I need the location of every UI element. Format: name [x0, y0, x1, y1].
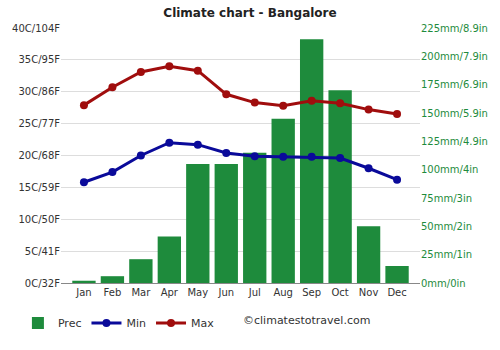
svg-text:Jan: Jan [75, 287, 91, 298]
svg-text:75mm/3in: 75mm/3in [421, 193, 472, 204]
svg-text:5C/41F: 5C/41F [25, 246, 60, 257]
svg-text:0C/32F: 0C/32F [25, 278, 60, 289]
svg-text:Dec: Dec [387, 287, 406, 298]
svg-text:200mm/7.9in: 200mm/7.9in [421, 51, 488, 62]
svg-text:Oct: Oct [331, 287, 348, 298]
svg-text:175mm/6.9in: 175mm/6.9in [421, 79, 488, 90]
svg-text:225mm/8.9in: 225mm/8.9in [421, 23, 488, 34]
svg-text:50mm/2in: 50mm/2in [421, 221, 472, 232]
svg-text:Nov: Nov [359, 287, 379, 298]
svg-text:35C/95F: 35C/95F [18, 54, 60, 65]
svg-text:May: May [187, 287, 208, 298]
svg-text:Aug: Aug [273, 287, 293, 298]
svg-text:Prec: Prec [58, 317, 82, 330]
svg-text:Sep: Sep [302, 287, 321, 298]
svg-text:125mm/4.9in: 125mm/4.9in [421, 136, 488, 147]
svg-text:Jun: Jun [217, 287, 234, 298]
svg-text:25C/77F: 25C/77F [18, 118, 60, 129]
svg-text:100mm/4in: 100mm/4in [421, 164, 478, 175]
svg-text:Feb: Feb [104, 287, 122, 298]
svg-text:Climate chart - Bangalore: Climate chart - Bangalore [163, 6, 336, 20]
svg-text:40C/104F: 40C/104F [12, 23, 60, 34]
svg-text:10C/50F: 10C/50F [18, 214, 60, 225]
svg-text:20C/68F: 20C/68F [18, 150, 60, 161]
svg-text:Apr: Apr [161, 287, 179, 298]
svg-text:25mm/1in: 25mm/1in [421, 249, 472, 260]
svg-text:©climatestotravel.com: ©climatestotravel.com [243, 314, 370, 327]
svg-text:Min: Min [126, 317, 146, 330]
svg-text:30C/86F: 30C/86F [18, 86, 60, 97]
svg-text:150mm/5.9in: 150mm/5.9in [421, 108, 488, 119]
svg-text:Max: Max [191, 317, 214, 330]
svg-text:Jul: Jul [248, 287, 261, 298]
svg-text:15C/59F: 15C/59F [18, 182, 60, 193]
svg-text:Mar: Mar [131, 287, 151, 298]
svg-text:0mm/0in: 0mm/0in [421, 278, 466, 289]
